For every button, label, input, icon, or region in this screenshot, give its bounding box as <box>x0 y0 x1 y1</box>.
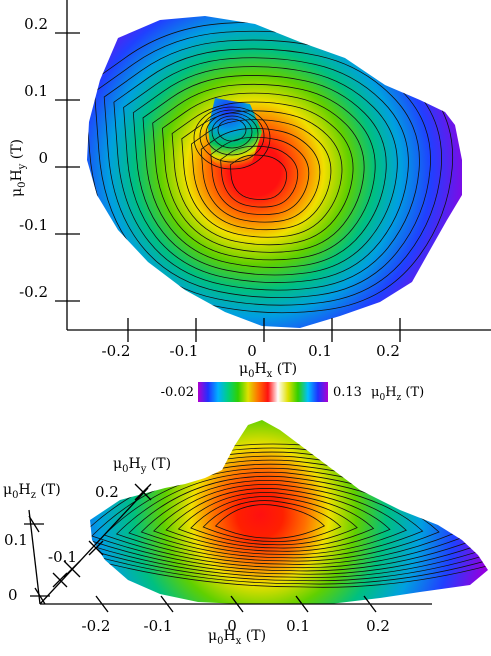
contour-line <box>171 101 354 246</box>
z3d-tick-label: 0.1 <box>4 531 28 549</box>
x3d-tick-label: 0 <box>227 617 237 635</box>
x3d-tick-label: 0.2 <box>366 617 390 635</box>
contour-line <box>153 483 407 555</box>
x3d-tick-label: -0.2 <box>82 617 111 635</box>
contour-line <box>128 475 440 562</box>
contour-line <box>214 504 326 539</box>
y-axis-ticks: 0.2 0.1 0 -0.1 -0.2 <box>19 15 80 302</box>
colorbar-max-label: 0.13 <box>333 385 362 400</box>
x3d-tick-label: 0.1 <box>286 617 310 635</box>
contour-line <box>140 479 424 559</box>
contour-line <box>220 145 299 208</box>
contour-line <box>191 119 332 231</box>
z3d-tick-mark <box>28 515 40 533</box>
contour-line <box>177 492 375 549</box>
contour-line <box>200 128 321 223</box>
z-axis-title-3d: μ0Hz (T) <box>3 482 61 501</box>
contour-line <box>165 488 391 552</box>
x-axis-title-3d: μ0Hx (T) <box>208 628 266 647</box>
x3d-tick-mark <box>295 595 309 613</box>
bottom-panel: -0.2 -0.1 0 0.1 0.2 0.2 -0.1 0.1 0 μ0Hz (T) μ0Hy… <box>3 420 488 647</box>
y3d-tick-mark <box>88 540 104 556</box>
x3d-tick-mark <box>160 595 174 613</box>
x3d-tick-mark <box>230 595 244 613</box>
contour-line <box>205 112 259 156</box>
y-tick-label: -0.2 <box>19 283 48 301</box>
z3d-tick-mark <box>34 587 46 605</box>
colorbar-title: μ0Hz (T) <box>371 385 424 403</box>
contour-line <box>123 57 409 283</box>
colorbar-swatch <box>198 382 328 402</box>
z-axis-line <box>28 509 41 605</box>
x-tick-label: -0.2 <box>102 342 131 360</box>
contour-line <box>113 48 420 291</box>
y-axis-title: μ0Hy (T) <box>9 139 28 197</box>
colorbar: -0.02 0.13 μ0Hz (T) <box>161 382 424 403</box>
contour-line <box>103 39 431 299</box>
field-surface-perspective <box>90 420 488 604</box>
contour-line <box>142 75 387 268</box>
contour-line <box>132 66 398 276</box>
y-tick-label: -0.1 <box>19 216 48 234</box>
y-tick-label: 0 <box>38 149 48 167</box>
x-axis-ticks: -0.2 -0.1 0 0.1 0.2 <box>102 318 401 360</box>
y-tick-label: 0.2 <box>24 15 48 33</box>
x-tick-label: 0.1 <box>308 342 332 360</box>
top-panel: 0.2 0.1 0 -0.1 -0.2 -0.2 -0.1 0 0.1 0.2 μ0Hy (T)… <box>9 0 491 380</box>
x3d-tick-label: -0.1 <box>144 617 173 635</box>
contour-line <box>190 496 358 546</box>
contour-line <box>193 106 271 170</box>
perspective-ticks: -0.2 -0.1 0 0.1 0.2 0.2 -0.1 0.1 0 <box>4 483 390 635</box>
x-tick-label: 0 <box>247 342 257 360</box>
y3d-tick-mark <box>52 572 68 588</box>
y3d-tick-label: 0.2 <box>95 483 119 501</box>
x3d-tick-mark <box>363 595 377 613</box>
z3d-tick-label: 0 <box>8 586 18 604</box>
contour-line <box>152 83 376 261</box>
x-tick-label: 0.2 <box>376 342 400 360</box>
y3d-tick-label: -0.1 <box>48 548 77 566</box>
y3d-tick-mark <box>63 560 81 578</box>
contour-line <box>199 109 265 163</box>
contour-line <box>217 118 247 142</box>
y-axis-title-3d: μ0Hy (T) <box>113 456 171 475</box>
x-axis-title: μ0Hx (T) <box>239 361 297 380</box>
contour-line <box>211 115 253 149</box>
contour-line <box>161 92 365 253</box>
contour-line <box>202 500 342 542</box>
colorbar-min-label: -0.02 <box>161 385 194 400</box>
x3d-tick-mark <box>95 595 109 613</box>
y-tick-label: 0.1 <box>24 82 48 100</box>
y3d-tick-mark <box>134 483 152 501</box>
x-tick-label: -0.1 <box>170 342 199 360</box>
field-surface-top <box>87 16 462 328</box>
contour-line <box>229 154 288 200</box>
